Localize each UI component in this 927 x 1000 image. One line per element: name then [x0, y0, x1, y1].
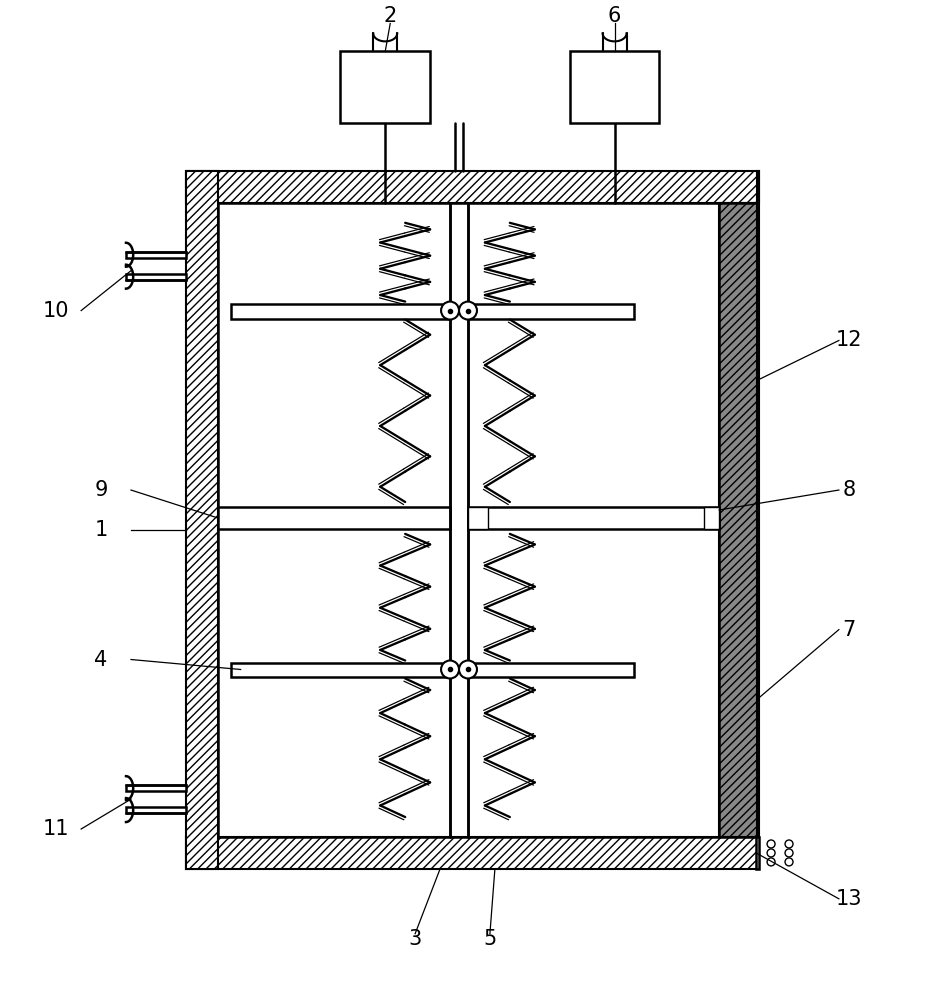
Text: 11: 11 — [43, 819, 70, 839]
Bar — [126, 274, 185, 280]
Text: 4: 4 — [95, 650, 108, 670]
Bar — [467, 507, 718, 529]
Bar — [185, 171, 758, 203]
Circle shape — [767, 849, 774, 857]
Circle shape — [784, 849, 793, 857]
Bar — [126, 785, 185, 791]
Circle shape — [459, 661, 476, 678]
Text: 12: 12 — [834, 330, 861, 350]
Text: 2: 2 — [383, 6, 397, 26]
Text: 9: 9 — [95, 480, 108, 500]
Bar — [231, 304, 450, 319]
Bar — [126, 807, 185, 813]
Bar — [704, 507, 718, 529]
Bar — [231, 663, 450, 677]
Circle shape — [440, 661, 459, 678]
Circle shape — [784, 858, 793, 866]
Bar — [340, 51, 429, 123]
Bar — [467, 663, 634, 677]
Bar — [185, 171, 218, 869]
Bar — [467, 304, 634, 319]
Bar — [718, 203, 756, 837]
Text: 1: 1 — [95, 520, 108, 540]
Bar — [467, 507, 488, 529]
Bar — [756, 171, 758, 869]
Bar — [185, 837, 758, 869]
Text: 3: 3 — [408, 929, 421, 949]
Circle shape — [784, 840, 793, 848]
Text: 5: 5 — [483, 929, 496, 949]
Text: 13: 13 — [834, 889, 861, 909]
Circle shape — [767, 858, 774, 866]
Text: 7: 7 — [842, 620, 855, 640]
Bar — [126, 252, 185, 258]
Bar — [756, 837, 758, 869]
Text: 10: 10 — [43, 301, 70, 321]
Text: 8: 8 — [842, 480, 855, 500]
Bar — [569, 51, 659, 123]
Circle shape — [459, 302, 476, 320]
Circle shape — [440, 302, 459, 320]
Bar — [218, 507, 450, 529]
Text: 6: 6 — [607, 6, 620, 26]
Circle shape — [767, 840, 774, 848]
